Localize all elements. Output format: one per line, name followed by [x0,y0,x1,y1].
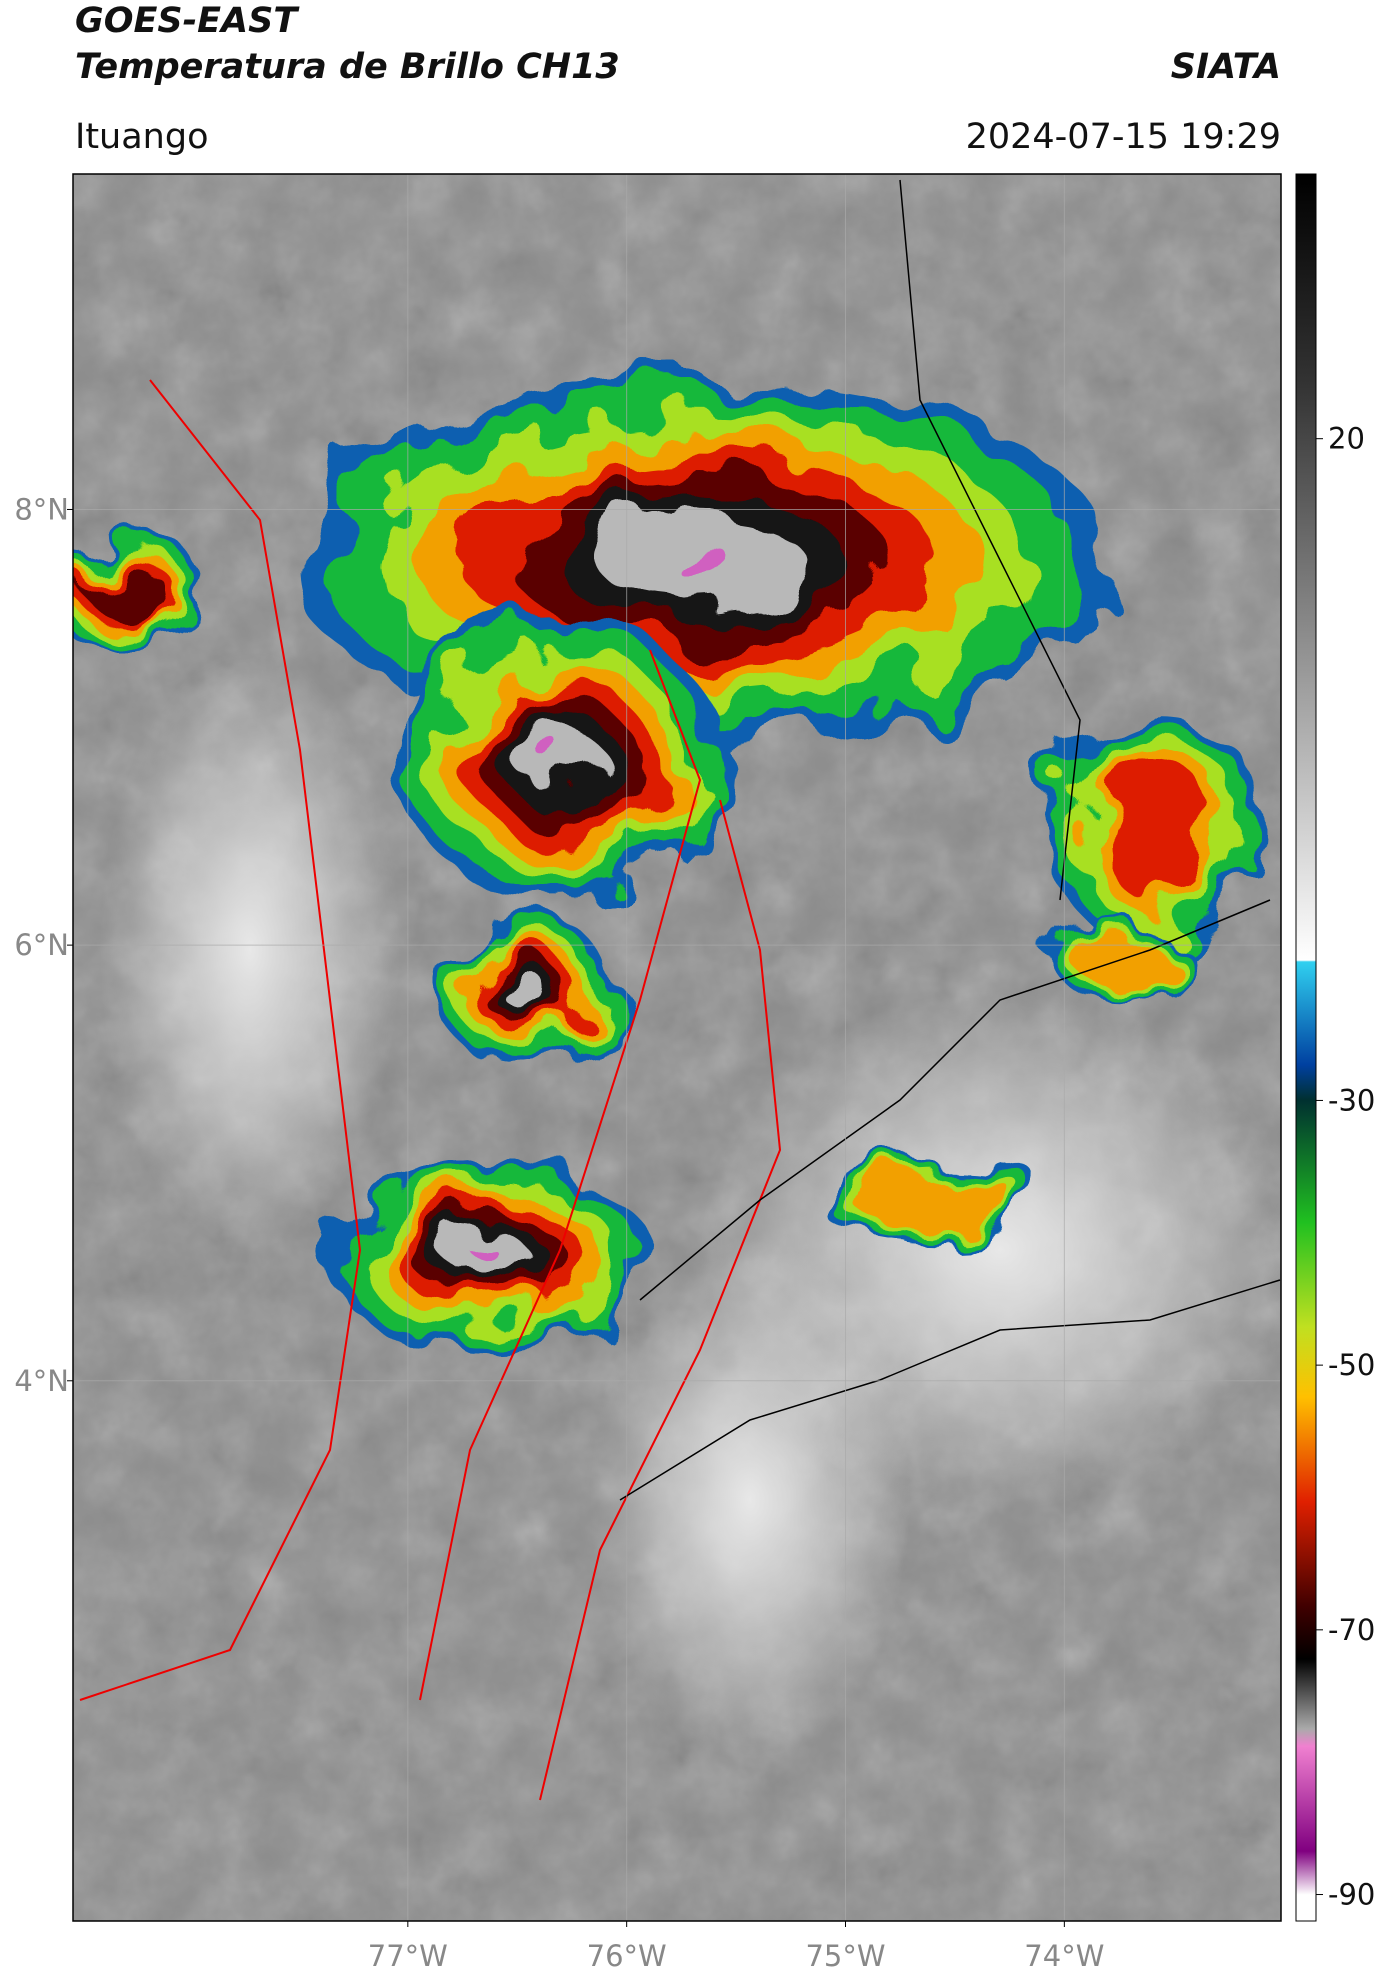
colorbar-tick-label: 20 [1328,422,1365,456]
cloud-tops [73,376,1265,1356]
x-tick-label: 76°W [587,1939,667,1973]
coastline [79,379,362,1701]
cloud-layer [506,974,550,1014]
border [539,799,782,1801]
colorbar [1295,173,1317,1922]
source: SIATA [1171,47,1281,87]
colorbar-tick-label: -50 [1328,1348,1375,1382]
x-tick-label: 74°W [1024,1939,1104,1973]
border [639,899,1271,1301]
y-tick-label: 8°N [14,492,69,526]
cloud-layer [853,1170,1017,1230]
y-tick-label: 6°N [14,928,69,962]
colorbar-tick-label: -30 [1328,1083,1375,1117]
border [619,1279,1281,1501]
border [899,179,1081,901]
clear-area [100,650,400,1250]
cloud-layer [669,546,731,574]
clear-area [590,1240,910,1760]
map-frame [72,173,1282,1922]
subtitle: Temperatura de Brillo CH13 [75,47,620,87]
cloud-layer [478,1250,502,1266]
cloud-layer [86,566,166,616]
colorbar-tick-label: -70 [1328,1613,1375,1647]
map [73,174,1281,1921]
cloud-layer [1095,761,1219,899]
datetime: 2024-07-15 19:29 [966,117,1281,157]
colorbar-tick-label: -90 [1328,1878,1375,1912]
x-tick-label: 75°W [805,1939,885,1973]
region: Ituango [75,117,209,157]
y-tick-label: 4°N [14,1364,69,1398]
title: GOES-EAST [75,1,300,41]
cloud-layer [548,749,572,771]
x-tick-label: 77°W [368,1939,448,1973]
border [419,649,702,1701]
